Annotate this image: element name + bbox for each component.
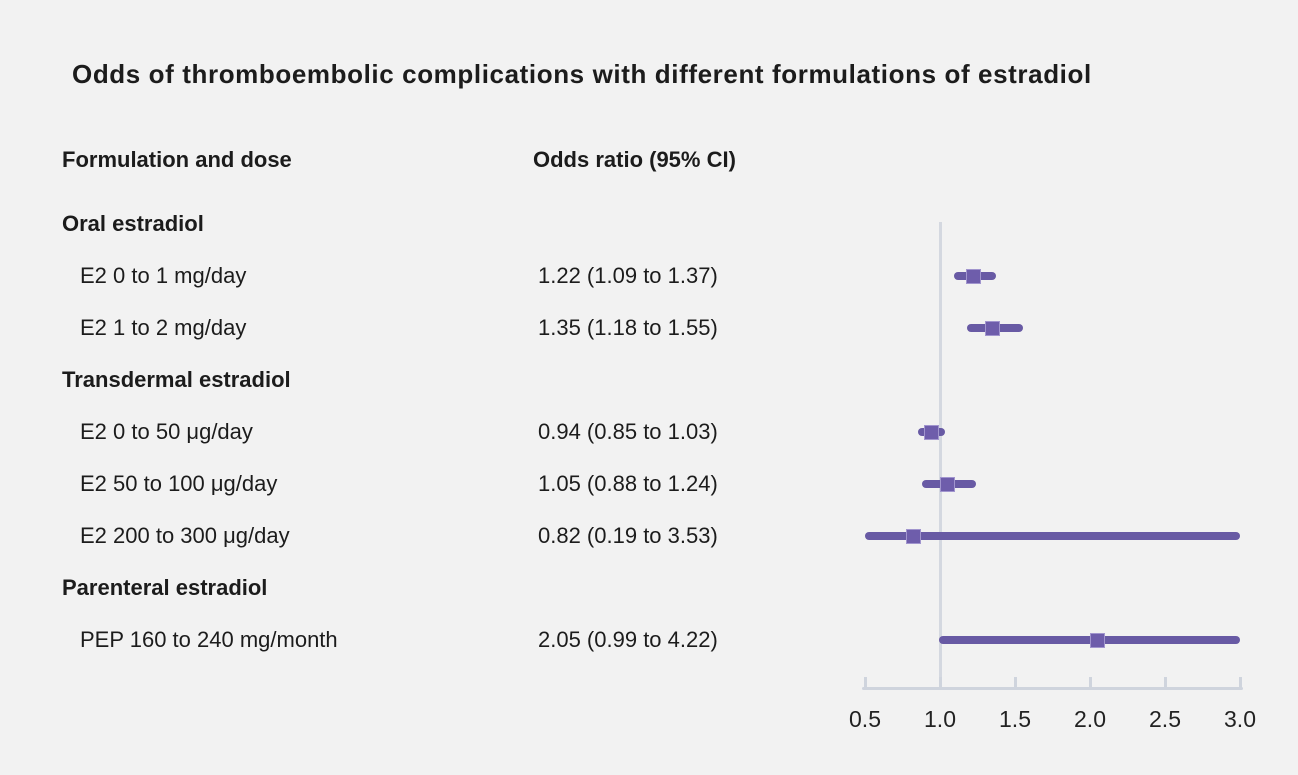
row-value: 2.05 (0.99 to 4.22) [538,627,718,652]
row-value: 1.05 (0.88 to 1.24) [538,471,718,496]
row-value: 0.94 (0.85 to 1.03) [538,419,718,444]
reference-line [938,222,942,689]
section-label: Transdermal estradiol [62,367,291,392]
section-label: Oral estradiol [62,211,204,236]
axis-tick [938,677,942,688]
or-marker [985,320,1000,336]
or-marker [940,476,955,492]
row-value: 0.82 (0.19 to 3.53) [538,523,718,548]
axis-tick [1238,677,1242,688]
ci-line [938,636,1240,644]
row-label: E2 1 to 2 mg/day [80,315,247,340]
ci-line [865,532,1240,540]
axis-tick-label: 2.0 [1074,706,1106,732]
column-header-formulation: Formulation and dose [62,147,292,172]
axis-tick-label: 1.5 [999,706,1031,732]
axis-tick [1163,677,1167,688]
or-marker [1090,632,1105,648]
section-label: Parenteral estradiol [62,575,268,600]
axis-tick-label: 0.5 [849,706,881,732]
axis-tick [1088,677,1092,688]
axis-tick-label: 2.5 [1149,706,1181,732]
row-label: E2 0 to 1 mg/day [80,263,247,288]
axis-tick [863,677,867,688]
row-value: 1.35 (1.18 to 1.55) [538,315,718,340]
column-header-odds-ratio: Odds ratio (95% CI) [533,147,736,172]
or-marker [905,528,921,544]
axis-tick [1013,677,1017,688]
axis-tick-label: 3.0 [1224,706,1256,732]
row-value: 1.22 (1.09 to 1.37) [538,263,718,288]
row-label: E2 0 to 50 μg/day [80,419,253,444]
row-label: PEP 160 to 240 mg/month [80,627,338,652]
or-marker [923,424,939,440]
axis-tick-label: 1.0 [924,706,956,732]
page-title: Odds of thromboembolic complications wit… [72,59,1092,89]
row-label: E2 50 to 100 μg/day [80,471,278,496]
row-label: E2 200 to 300 μg/day [80,523,290,548]
axis-baseline [862,687,1243,690]
or-marker [965,268,981,284]
